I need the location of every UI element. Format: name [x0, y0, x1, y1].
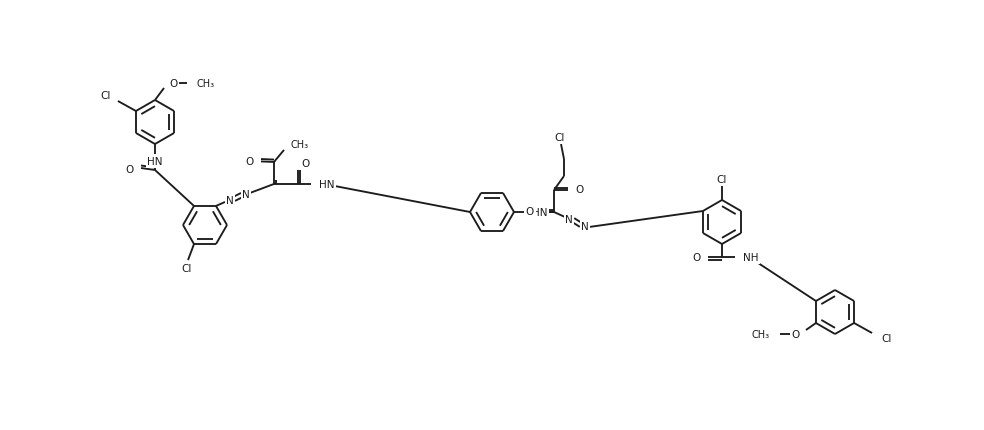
Text: O: O	[575, 184, 584, 194]
Text: O: O	[169, 79, 177, 89]
Text: CH₃: CH₃	[752, 329, 769, 339]
Text: Cl: Cl	[182, 264, 192, 273]
Text: CH₃: CH₃	[290, 140, 308, 150]
Text: N: N	[582, 221, 588, 231]
Text: Cl: Cl	[555, 133, 565, 143]
Text: Cl: Cl	[881, 333, 892, 343]
Text: O: O	[792, 329, 800, 339]
Text: N: N	[226, 196, 234, 206]
Text: HN: HN	[532, 208, 547, 218]
Text: CH₃: CH₃	[196, 79, 215, 89]
Text: N: N	[242, 190, 250, 200]
Text: Cl: Cl	[100, 91, 111, 101]
Text: O: O	[525, 206, 534, 216]
Text: Cl: Cl	[716, 175, 727, 184]
Text: HN: HN	[148, 157, 162, 166]
Text: O: O	[301, 159, 309, 169]
Text: O: O	[126, 165, 134, 175]
Text: O: O	[693, 252, 701, 262]
Text: HN: HN	[319, 180, 335, 190]
Text: NH: NH	[743, 252, 759, 262]
Text: N: N	[565, 215, 573, 224]
Text: O: O	[246, 157, 254, 166]
